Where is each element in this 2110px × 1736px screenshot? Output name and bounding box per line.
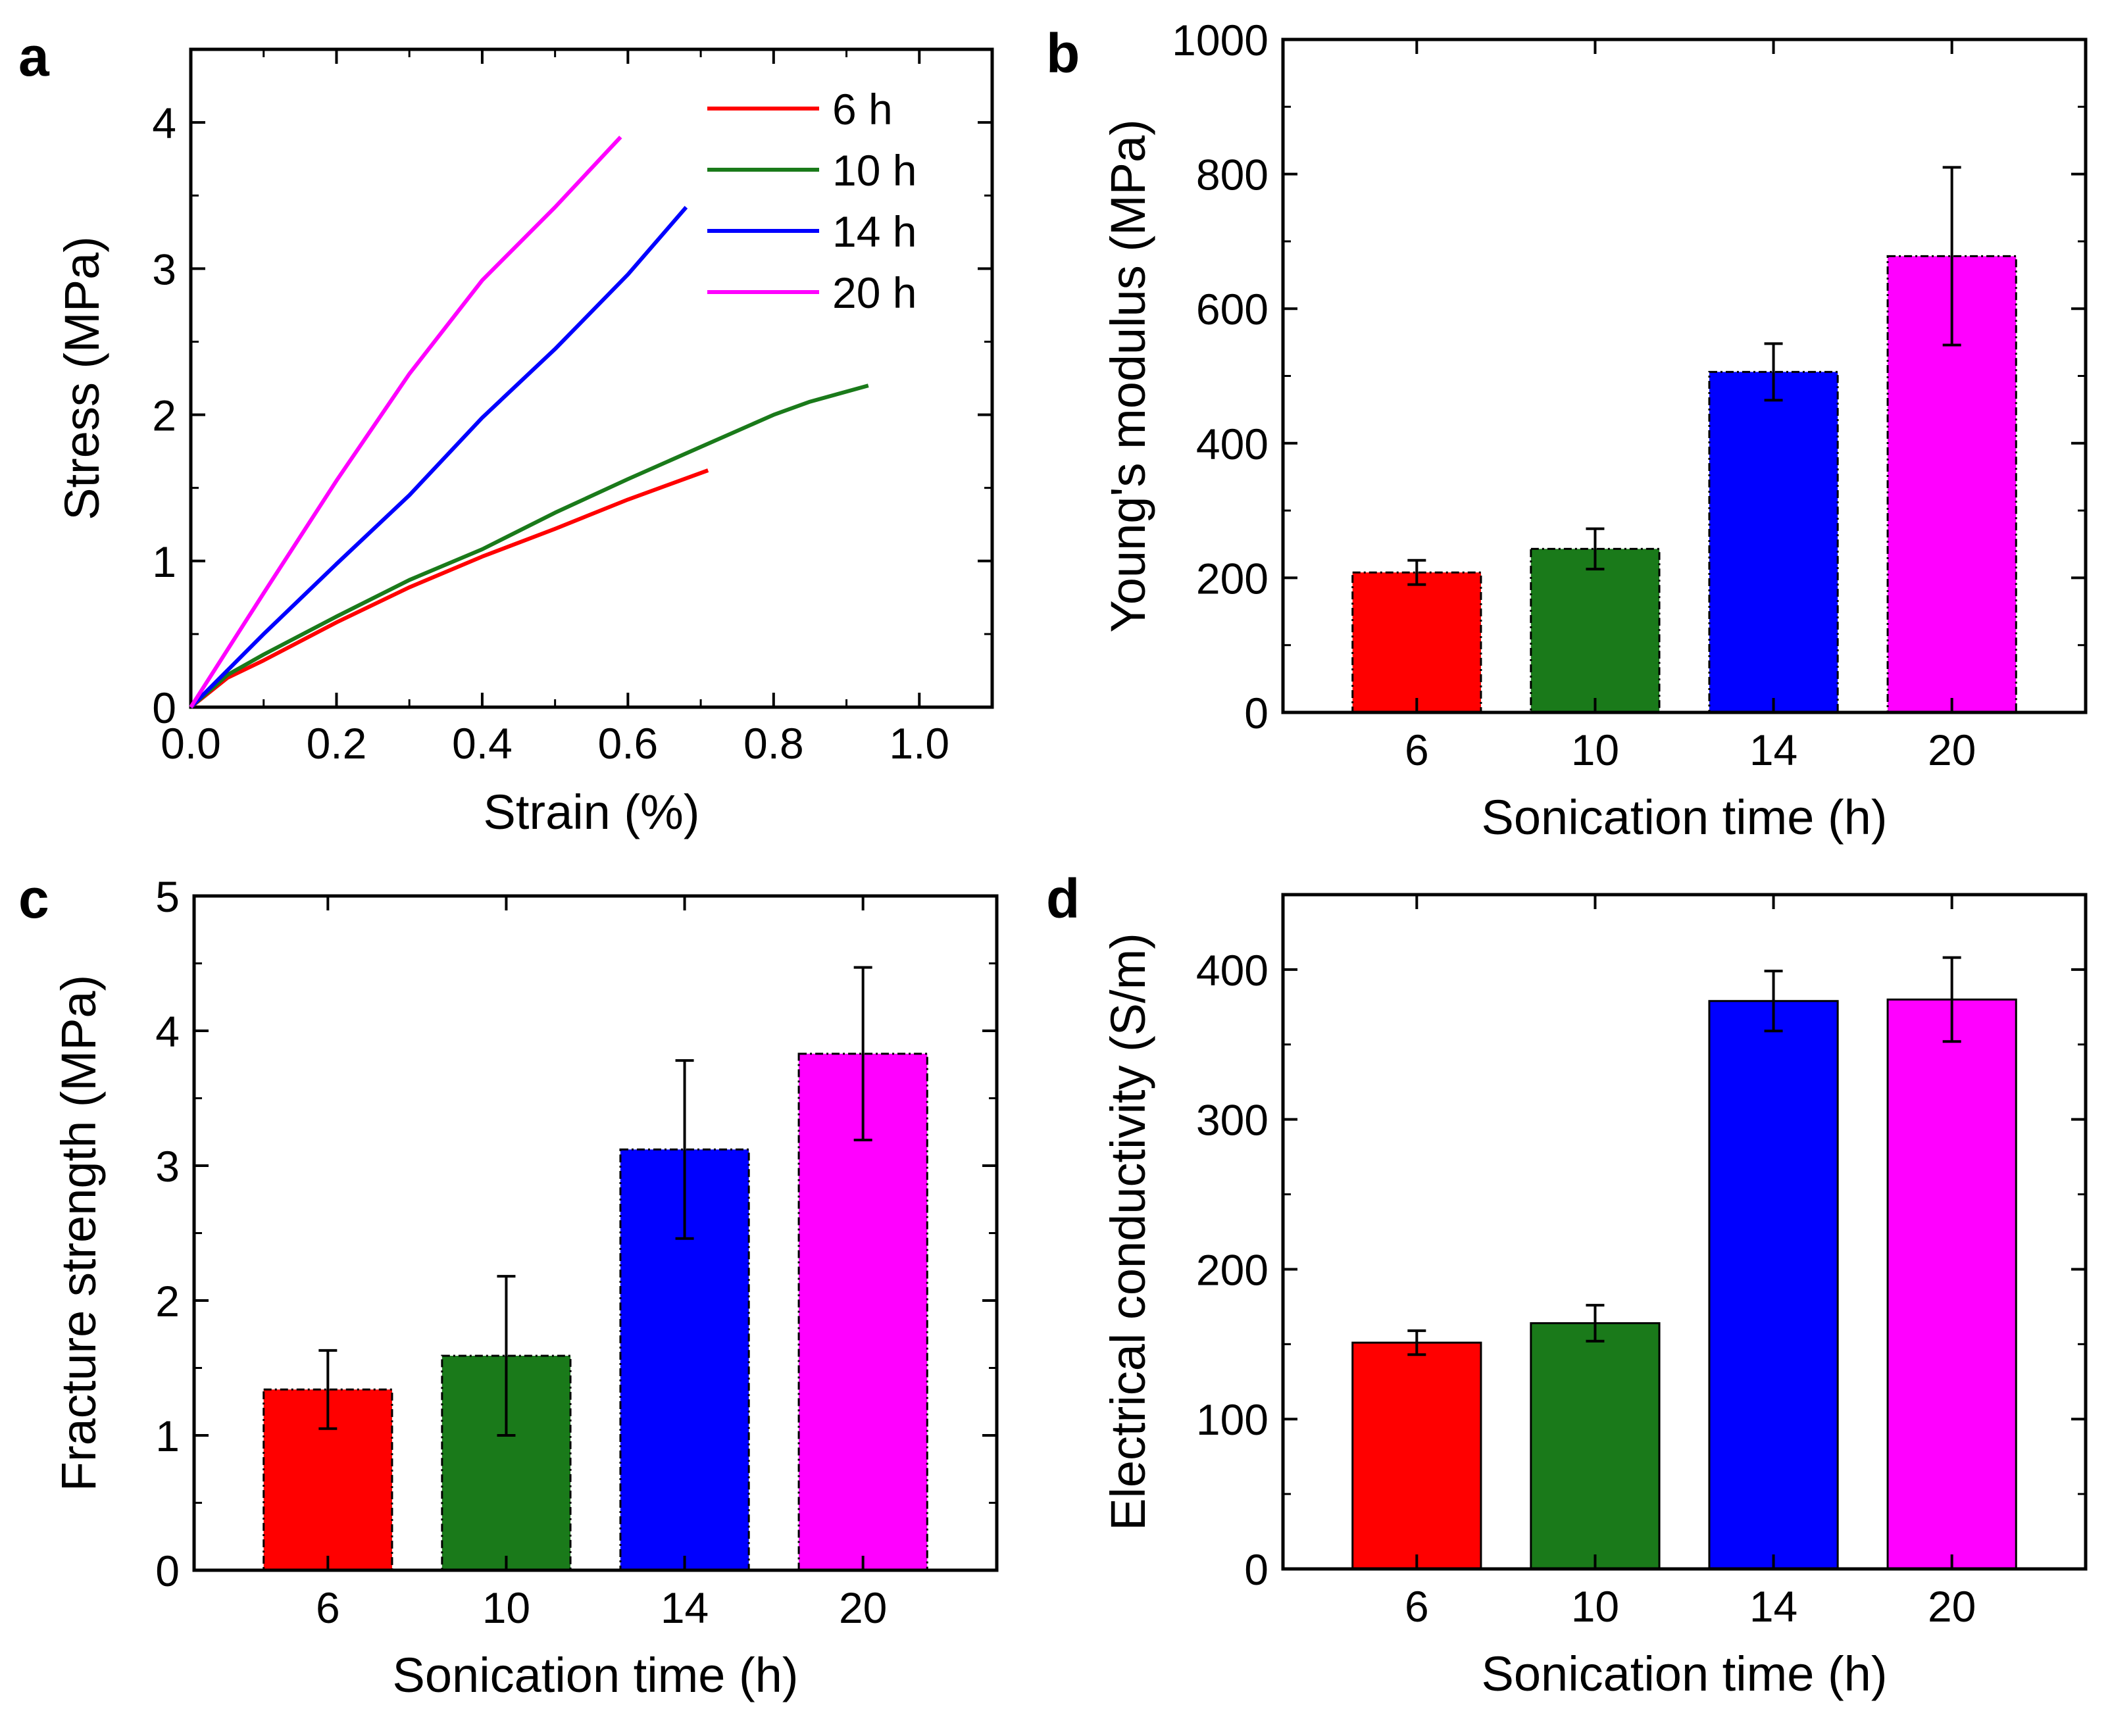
bar: [1351, 1341, 1482, 1570]
x-tick-label: 20: [1928, 1582, 1976, 1631]
y-tick-label: 2: [155, 1277, 180, 1326]
x-tick-label: 1.0: [889, 719, 949, 768]
x-tick-label: 14: [661, 1583, 709, 1632]
panel-b: b 0 200 400 600 800 1000 6 10 14 20 Sonication time…: [1046, 16, 2088, 845]
legend-label: 6 h: [832, 85, 893, 134]
x-tick-label: 14: [1749, 1582, 1797, 1631]
x-tick-label: 6: [316, 1583, 340, 1632]
bar: [1886, 998, 2017, 1570]
legend-label: 20 h: [832, 268, 917, 317]
y-tick-label: 0: [1244, 689, 1269, 737]
y-axis-label: Stress (MPa): [55, 236, 109, 520]
y-tick-label: 800: [1196, 151, 1269, 199]
x-tick-label: 10: [1571, 1582, 1619, 1631]
y-tick-label: 400: [1196, 420, 1269, 468]
bar: [1708, 370, 1839, 714]
panel-a: a 0 1 2 3 4 0.0 0.2 0.4 0.6 0.8 1.0 6 h 10 h 14 h 20 h S…: [18, 26, 994, 839]
x-tick-label: 20: [839, 1583, 887, 1632]
panel-c: c 0 1 2 3 4 5 6 10 14 20 Sonication time (h) Fractur…: [18, 868, 999, 1702]
bar: [1530, 547, 1661, 714]
panel-letter: a: [18, 26, 50, 87]
y-tick-label: 300: [1196, 1096, 1269, 1145]
legend-label: 10 h: [832, 146, 917, 195]
y-axis-label: Electrical conductivity (S/m): [1101, 933, 1155, 1531]
y-tick-label: 4: [155, 1007, 180, 1056]
x-tick-label: 0.2: [307, 719, 367, 768]
x-tick-label: 0.8: [743, 719, 804, 768]
x-axis-label: Sonication time (h): [1482, 1647, 1888, 1701]
plot-frame: [1281, 893, 2088, 1571]
x-tick-label: 6: [1405, 726, 1429, 774]
x-axis-label: Strain (%): [484, 785, 700, 839]
y-tick-label: 2: [152, 391, 176, 440]
y-tick-label: 1: [152, 537, 176, 586]
bar: [1351, 571, 1482, 714]
y-tick-label: 100: [1196, 1395, 1269, 1444]
x-tick-label: 10: [1571, 726, 1619, 774]
x-tick-label: 0.6: [597, 719, 658, 768]
series-line-10h: [189, 384, 869, 709]
panel-letter: b: [1046, 22, 1080, 84]
y-tick-label: 600: [1196, 285, 1269, 334]
x-tick-label: 10: [482, 1583, 530, 1632]
y-tick-label: 3: [152, 245, 176, 293]
y-tick-label: 200: [1196, 1245, 1269, 1294]
x-tick-label: 0.0: [161, 719, 221, 768]
y-tick-label: 5: [155, 872, 180, 921]
y-tick-label: 1: [155, 1412, 180, 1460]
panel-d: d 0 100 200 300 400 6 10 14 20 Sonication time (h)…: [1046, 868, 2088, 1701]
y-tick-label: 0: [155, 1547, 180, 1595]
x-axis-label: Sonication time (h): [393, 1648, 799, 1702]
y-tick-label: 0: [1244, 1545, 1269, 1594]
y-tick-label: 0: [152, 683, 176, 732]
x-tick-label: 0.4: [452, 719, 513, 768]
bar: [1530, 1322, 1661, 1570]
series-line-6h: [189, 468, 709, 709]
y-tick-label: 1000: [1172, 16, 1269, 64]
y-tick-label: 3: [155, 1142, 180, 1191]
y-tick-label: 4: [152, 99, 176, 147]
plot-frame: [189, 47, 994, 709]
y-axis-label: Young's modulus (MPa): [1101, 119, 1155, 633]
legend-label: 14 h: [832, 207, 917, 256]
bar: [1708, 1000, 1839, 1570]
x-tick-label: 20: [1928, 726, 1976, 774]
series-line-14h: [189, 206, 688, 709]
panel-letter: c: [18, 868, 49, 930]
panel-letter: d: [1046, 868, 1080, 930]
series-line-20h: [189, 136, 622, 708]
y-tick-label: 200: [1196, 554, 1269, 603]
y-tick-label: 400: [1196, 946, 1269, 995]
y-axis-label: Fracture strength (MPa): [51, 975, 106, 1491]
x-tick-label: 6: [1405, 1582, 1429, 1631]
x-tick-label: 14: [1749, 726, 1797, 774]
x-axis-label: Sonication time (h): [1482, 790, 1888, 845]
